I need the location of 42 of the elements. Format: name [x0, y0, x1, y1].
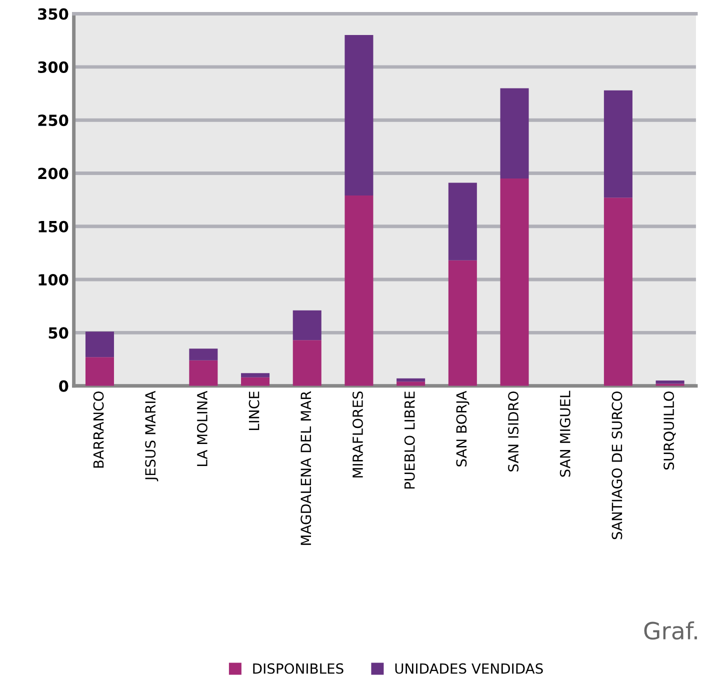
legend-label: DISPONIBLES [253, 663, 344, 674]
bar [396, 382, 426, 386]
bar [448, 260, 477, 386]
y-tick-label: 350 [38, 8, 68, 20]
bar [604, 90, 632, 198]
text: Graf. [644, 621, 697, 640]
y-tick-label: 200 [38, 168, 68, 180]
bar [344, 35, 374, 196]
y-tick-label: 300 [38, 61, 68, 73]
bar [604, 198, 632, 386]
x-tick-label: LINCE [248, 392, 260, 430]
bar [344, 196, 374, 386]
y-tick-label: 150 [38, 220, 68, 232]
bar [85, 332, 114, 358]
bar [85, 357, 114, 386]
y-tick-label: 100 [38, 274, 68, 286]
bar [189, 360, 218, 386]
bar [241, 373, 270, 378]
x-tick-label: MIRAFLORES [352, 391, 363, 478]
x-tick-label: SURQUILLO [664, 391, 676, 470]
bar [189, 348, 218, 360]
y-tick-label: 250 [38, 114, 68, 126]
x-tick-label: SAN ISIDRO [508, 391, 519, 472]
bar [396, 378, 426, 382]
y-tick-label: 50 [48, 327, 68, 339]
x-tick-label: LA MOLINA [196, 390, 208, 466]
bar [656, 380, 684, 384]
y-tick-label: 0 [59, 380, 68, 392]
bar [292, 310, 322, 340]
x-tick-label: BARRANCO [93, 391, 104, 468]
bar [500, 88, 529, 179]
bar [500, 178, 529, 386]
bar [448, 182, 477, 260]
bar [292, 340, 322, 386]
bar [241, 377, 270, 386]
x-tick-label: PUEBLO LIBRE [404, 392, 415, 489]
x-tick-label: SAN MIGUEL [560, 390, 570, 477]
x-tick-label: JESUS MARIA [145, 390, 158, 482]
legend-label: UNIDADES VENDIDAS [395, 663, 543, 674]
x-tick-label: MAGDALENA DEL MAR [300, 391, 312, 545]
x-tick-label: SANTIAGO DE SURCO [612, 391, 622, 540]
x-tick-label: SAN BORJA [456, 390, 470, 466]
